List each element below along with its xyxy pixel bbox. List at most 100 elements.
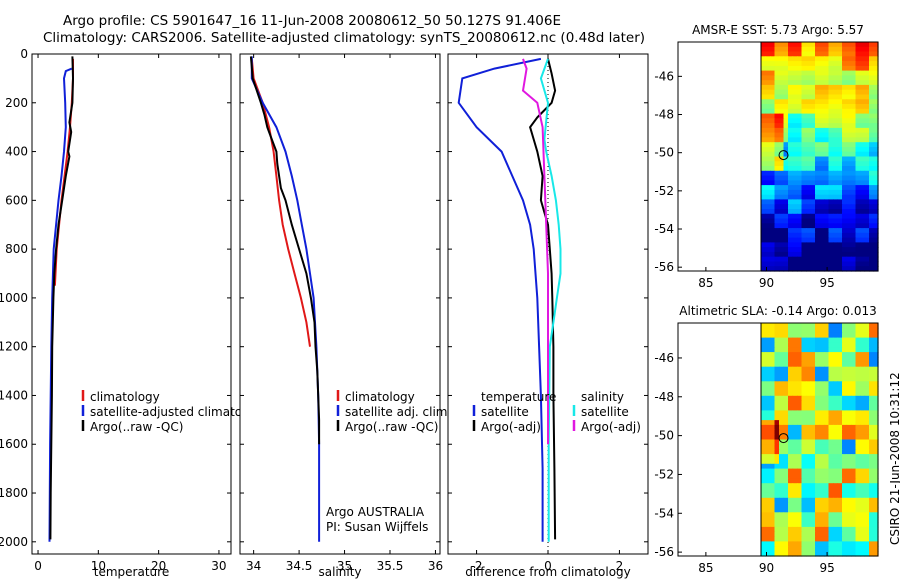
map-cell (828, 218, 834, 224)
map-cell (860, 56, 866, 62)
map-cell (846, 546, 852, 552)
map-cell (761, 327, 767, 334)
map-cell (855, 123, 861, 129)
map-cell (815, 61, 821, 67)
map-cell (797, 400, 803, 407)
map-cell (824, 180, 830, 186)
map-cell (860, 526, 866, 533)
map-cell (864, 342, 870, 348)
map-cell (810, 247, 816, 253)
map-cell (819, 381, 825, 387)
map-cell (765, 42, 771, 48)
map-cell (810, 357, 816, 363)
map-cell (765, 51, 771, 57)
map-cell (864, 323, 870, 329)
map-cell (788, 536, 794, 543)
map-cell (774, 337, 780, 344)
map-cell (851, 483, 857, 489)
map-cell (797, 327, 803, 334)
map-cell (851, 237, 857, 243)
map-cell (774, 347, 780, 353)
map-cell (788, 218, 794, 224)
map-cell (761, 261, 767, 267)
map-cell (815, 337, 821, 344)
map-cell (788, 65, 794, 72)
map-cell (869, 218, 875, 224)
map-cell (842, 166, 848, 172)
map-cell (761, 546, 767, 552)
map-cell (873, 444, 879, 450)
map-cell (864, 170, 870, 177)
map-cell (806, 551, 812, 557)
map-cell (792, 84, 798, 91)
figure-title-line1: Argo profile: CS 5901647_16 11-Jun-2008 … (63, 13, 561, 29)
map-cell (842, 449, 848, 455)
map-cell (860, 429, 866, 436)
map-cell (810, 228, 816, 234)
map-cell (788, 347, 794, 353)
map-cell (837, 51, 843, 57)
map-cell (864, 468, 870, 475)
map-cell (801, 473, 807, 479)
map-cell (828, 75, 834, 81)
map-cell (855, 237, 861, 243)
map-cell (765, 118, 771, 124)
map-cell (869, 75, 875, 81)
map-cell (806, 531, 812, 538)
map-cell (846, 531, 852, 538)
map-cell (860, 458, 866, 465)
map-cell (806, 156, 812, 162)
map-cell (873, 256, 879, 263)
map-cell (792, 458, 798, 465)
map-cell (761, 75, 767, 81)
map-cell (779, 237, 785, 243)
map-cell (833, 127, 839, 134)
map-cell (851, 502, 857, 509)
map-cell (855, 204, 861, 210)
map-cell (833, 166, 839, 172)
map-cell (806, 218, 812, 224)
map-cell (770, 337, 776, 344)
map-cell (842, 420, 848, 426)
map-cell (765, 483, 771, 489)
map-cell (851, 386, 857, 392)
map-cell (770, 170, 776, 177)
map-cell (846, 151, 852, 158)
map-cell (761, 123, 767, 129)
map-cell (833, 332, 839, 339)
map-cell (779, 507, 785, 513)
map-cell (855, 405, 861, 411)
map-cell (770, 180, 776, 186)
map-cell (824, 84, 830, 91)
map-cell (815, 434, 821, 441)
map-cell (837, 400, 843, 407)
map-cell (833, 261, 839, 267)
map-cell (801, 99, 807, 105)
map-cell (806, 175, 812, 181)
map-cell (860, 189, 866, 196)
map-cell (810, 483, 816, 489)
map-cell (788, 405, 794, 411)
map-cell (819, 213, 825, 220)
map-cell (788, 478, 794, 484)
map-cell (860, 123, 866, 129)
map-cell (810, 391, 816, 397)
map-cell (873, 156, 879, 162)
map-cell (851, 127, 857, 134)
map-cell (792, 108, 798, 115)
map-cell (828, 454, 834, 460)
map-cell (783, 551, 789, 557)
map-cell (797, 70, 803, 76)
map-cell (824, 156, 830, 162)
map-cell (855, 137, 861, 143)
map-cell (842, 204, 848, 210)
map-cell (792, 391, 798, 397)
map-cell (761, 342, 767, 348)
map-cell (788, 497, 794, 504)
map-cell (783, 337, 789, 344)
map-cell (783, 42, 789, 48)
map-cell (783, 492, 789, 499)
map-cell (788, 113, 794, 119)
map-cell (792, 541, 798, 547)
map-cell (788, 132, 794, 138)
